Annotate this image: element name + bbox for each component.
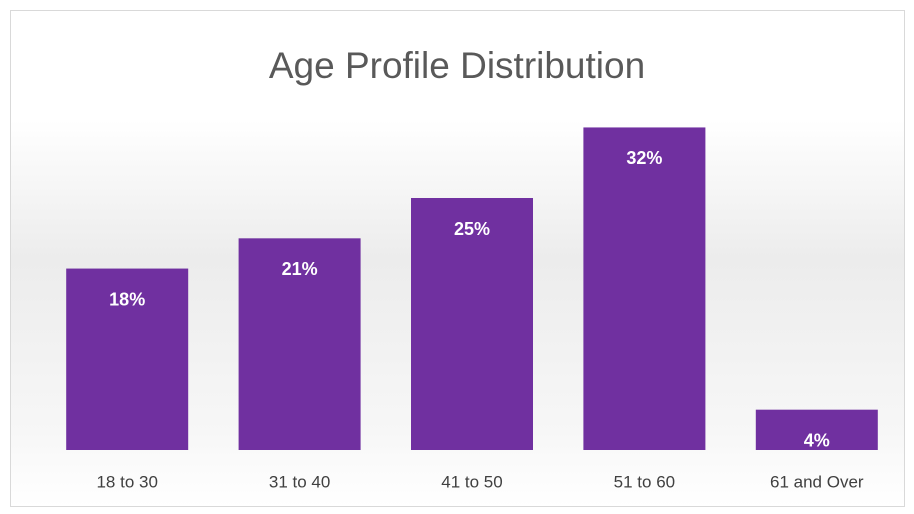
bar: [411, 198, 533, 450]
x-tick-label: 41 to 50: [441, 472, 502, 491]
data-label: 4%: [804, 430, 830, 450]
chart-title: Age Profile Distribution: [269, 45, 645, 86]
bar: [583, 127, 706, 450]
x-tick-label: 61 and Over: [770, 472, 864, 491]
bar: [66, 268, 189, 450]
data-label: 18%: [109, 289, 145, 309]
data-label: 21%: [282, 259, 318, 279]
data-label: 25%: [454, 219, 490, 239]
x-tick-label: 31 to 40: [269, 472, 330, 491]
data-label: 32%: [626, 148, 662, 168]
x-tick-label: 18 to 30: [96, 472, 157, 491]
x-tick-label: 51 to 60: [614, 472, 675, 491]
bar: [755, 409, 878, 450]
bar: [238, 238, 361, 450]
